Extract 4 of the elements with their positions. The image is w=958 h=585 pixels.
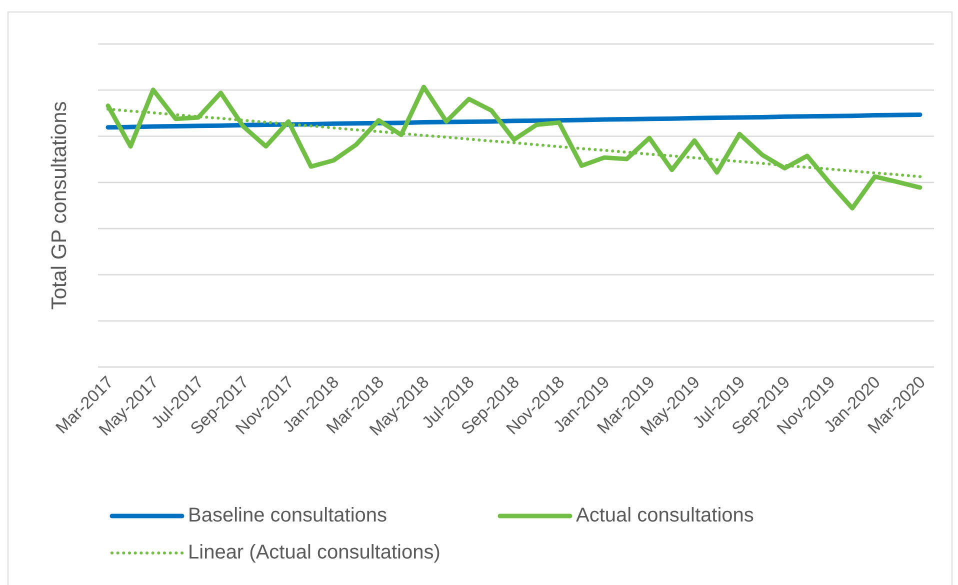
legend-label: Actual consultations [576,504,754,526]
legend-label: Linear (Actual consultations) [188,541,440,564]
y-axis-title: Total GP consultations [48,101,71,310]
legend-label: Baseline consultations [188,504,388,526]
